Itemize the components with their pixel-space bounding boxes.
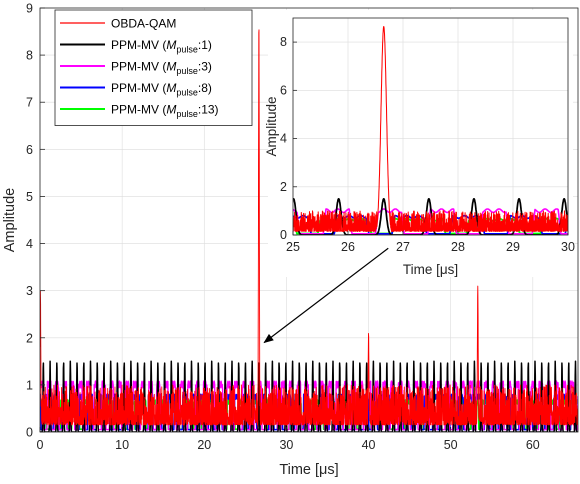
x-tick-label: 50 (444, 438, 458, 452)
legend-box (54, 9, 253, 126)
inset-x-tick-label: 27 (396, 240, 410, 254)
main-x-ticks: 0 10 20 30 40 50 60 (37, 427, 540, 452)
inset-y-axis-label: Amplitude (264, 96, 279, 156)
zoom-arrow (263, 247, 389, 344)
inset-y-tick-label: 0 (280, 228, 287, 242)
inset-y-tick-label: 6 (280, 83, 287, 97)
inset-y-ticks: 0 2 4 6 8 (280, 35, 297, 242)
inset-x-tick-label: 26 (341, 240, 355, 254)
inset-y-tick-label: 2 (280, 180, 287, 194)
x-tick-label: 0 (37, 438, 44, 452)
legend-entry-label: PPM-MV (Mpulse:13) (111, 103, 219, 120)
series-line-obda-qam (293, 25, 568, 232)
inset-x-tick-label: 30 (561, 240, 575, 254)
inset-series (293, 25, 568, 235)
y-tick-label: 3 (26, 284, 33, 298)
inset-background (268, 10, 573, 277)
y-tick-label: 2 (26, 331, 33, 345)
inset-y-tick-label: 8 (280, 35, 287, 49)
y-tick-label: 6 (26, 143, 33, 157)
x-tick-label: 10 (115, 438, 129, 452)
main-plot-frame (39, 7, 579, 433)
legend-entry-label: PPM-MV (Mpulse:3) (111, 60, 212, 77)
main-y-ticks: 0 1 2 3 4 5 6 7 8 9 (26, 2, 45, 440)
y-tick-label: 4 (26, 237, 33, 251)
x-tick-label: 60 (526, 438, 540, 452)
legend-entry-label: OBDA-QAM (111, 17, 176, 31)
y-tick-label: 0 (26, 426, 33, 440)
inset-x-ticks: 25 26 27 28 29 30 (286, 231, 575, 254)
inset-x-tick-label: 25 (286, 240, 300, 254)
y-tick-label: 7 (26, 96, 33, 110)
legend: OBDA-QAM PPM-MV (Mpulse:1) PPM-MV (Mpulse:… (54, 9, 253, 126)
x-tick-label: 40 (362, 438, 376, 452)
x-tick-label: 20 (197, 438, 211, 452)
legend-entry-label: PPM-MV (Mpulse:1) (111, 38, 212, 55)
y-axis-label: Amplitude (2, 188, 18, 252)
inset-x-tick-label: 28 (451, 240, 465, 254)
inset-y-tick-label: 4 (280, 132, 287, 146)
inset-x-axis-label: Time [μs] (403, 262, 458, 277)
y-tick-label: 5 (26, 190, 33, 204)
y-tick-label: 8 (26, 49, 33, 63)
series-line-obda-qam (40, 29, 578, 426)
legend-entry-label: PPM-MV (Mpulse:8) (111, 81, 212, 98)
inset-plot: 25 26 27 28 29 30 0 2 4 6 8 Time [μs] Amplitude (264, 10, 575, 277)
x-tick-label: 30 (279, 438, 293, 452)
inset-x-tick-label: 29 (506, 240, 520, 254)
x-axis-label: Time [μs] (279, 462, 338, 478)
y-tick-label: 9 (26, 2, 33, 16)
y-tick-label: 1 (26, 378, 33, 392)
inset-plot-frame (292, 17, 569, 236)
